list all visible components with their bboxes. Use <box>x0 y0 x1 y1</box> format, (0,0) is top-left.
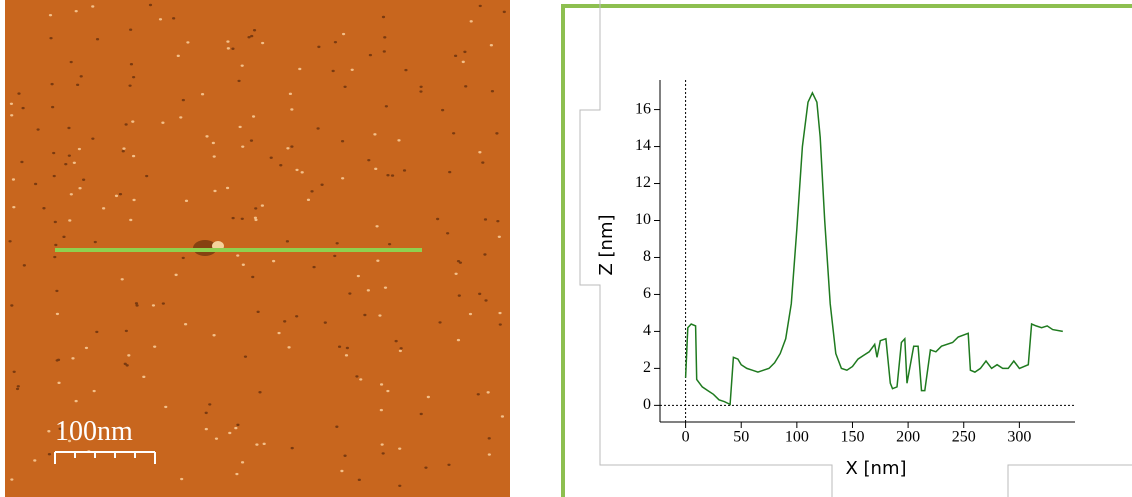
y-tick-label: 10 <box>635 211 651 228</box>
y-tick-label: 12 <box>635 174 651 191</box>
surface-particles <box>8 3 506 487</box>
x-tick-label: 0 <box>682 429 690 446</box>
y-tick-label: 2 <box>643 359 651 376</box>
y-axis-title: Z [nm] <box>596 214 617 275</box>
y-tick-label: 0 <box>643 396 651 413</box>
x-tick-label: 300 <box>1007 429 1031 446</box>
y-tick-label: 14 <box>635 137 651 154</box>
x-tick-label: 50 <box>733 429 749 446</box>
profile-line <box>684 91 1063 406</box>
scale-label: 100nm <box>55 416 133 447</box>
panel-outline <box>579 0 1132 497</box>
x-tick-label: 150 <box>840 429 864 446</box>
panel-frame <box>561 4 1132 497</box>
x-tick-label: 200 <box>896 429 920 446</box>
scale-bar <box>54 451 156 464</box>
x-tick-label: 250 <box>952 429 976 446</box>
x-axis-title: X [nm] <box>845 458 906 479</box>
x-tick-label: 100 <box>785 429 809 446</box>
y-tick-label: 8 <box>643 248 651 265</box>
y-tick-label: 16 <box>635 100 651 117</box>
y-tick-label: 6 <box>643 285 651 302</box>
y-tick-label: 4 <box>643 322 651 339</box>
